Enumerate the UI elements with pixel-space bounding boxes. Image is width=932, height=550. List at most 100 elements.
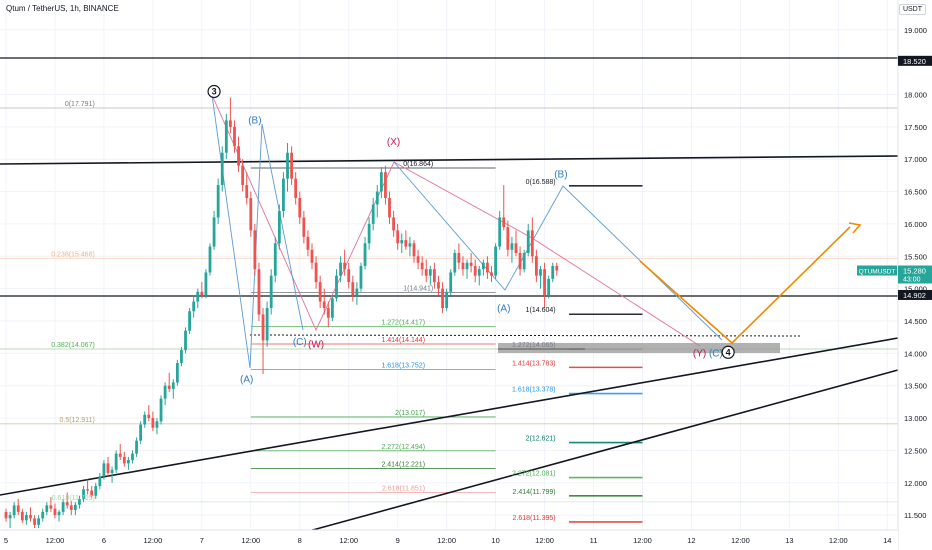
candle-down bbox=[16, 505, 20, 512]
candle-down bbox=[65, 502, 69, 506]
target-zone[interactable] bbox=[498, 343, 780, 353]
candle-down bbox=[290, 152, 293, 179]
candle-down bbox=[486, 262, 489, 273]
time-tick: 12:00 bbox=[339, 536, 358, 545]
candle-down bbox=[437, 282, 440, 289]
candle-down bbox=[29, 515, 32, 519]
candle-down bbox=[310, 249, 314, 263]
price-tick: 12.500 bbox=[904, 446, 927, 455]
candle-down bbox=[4, 511, 8, 519]
fib-label: 2(13.017) bbox=[395, 410, 425, 417]
candle-down bbox=[518, 253, 522, 270]
candle-down bbox=[167, 385, 171, 389]
candle-up bbox=[273, 243, 277, 276]
price-badge-label: 18.520 bbox=[903, 57, 926, 66]
time-ticks: 5 12:00 6 12:00 7 12:00 8 12:00 9 12:00 10 12:00 11 1… bbox=[4, 536, 892, 545]
wave-label: (A) bbox=[497, 303, 510, 314]
wave-label: (Y) bbox=[693, 349, 706, 360]
fib-label: 2(12.621) bbox=[526, 436, 556, 443]
candle-up bbox=[363, 243, 367, 266]
time-tick: 9 bbox=[396, 536, 400, 545]
candle-up bbox=[127, 460, 130, 464]
candle-up bbox=[465, 262, 469, 270]
candle-down bbox=[151, 418, 155, 428]
wave-label: (W) bbox=[308, 340, 324, 351]
candle-down bbox=[53, 508, 57, 516]
support-line-lower[interactable] bbox=[297, 369, 899, 535]
candle-up bbox=[494, 246, 497, 276]
candle-up bbox=[220, 152, 224, 186]
symbol-title[interactable]: Qtum / TetherUS, 1h, BINANCE bbox=[6, 4, 119, 13]
time-tick: 12:00 bbox=[633, 536, 652, 545]
candle-down bbox=[322, 301, 326, 309]
projection-path-orange[interactable] bbox=[639, 226, 851, 345]
candle-down bbox=[473, 265, 477, 276]
candle-down bbox=[253, 230, 257, 270]
candle-down bbox=[306, 236, 310, 250]
candle-down bbox=[555, 265, 559, 271]
candle-down bbox=[392, 217, 395, 231]
time-axis-panel[interactable] bbox=[0, 530, 898, 550]
wave-label: 4 bbox=[726, 347, 731, 357]
price-badge bbox=[898, 265, 932, 284]
price-tick: 16.000 bbox=[904, 220, 927, 229]
wave-label: (C) bbox=[293, 337, 307, 348]
candle-down bbox=[347, 269, 351, 283]
price-ticks: 11.500 12.000 12.500 13.000 13.500 14.000 14.5… bbox=[904, 26, 927, 520]
candle-up bbox=[196, 291, 200, 302]
fib-label: 2.272(12.494) bbox=[381, 444, 425, 451]
candle-up bbox=[408, 243, 412, 247]
candle-down bbox=[233, 126, 236, 147]
candles bbox=[4, 97, 559, 529]
fib-label: 0.618(11.705) bbox=[52, 495, 95, 502]
candle-up bbox=[547, 278, 551, 296]
candle-up bbox=[163, 385, 167, 399]
fib-label: 2.618(11.851) bbox=[382, 485, 425, 492]
candle-up bbox=[375, 191, 379, 205]
candle-up bbox=[204, 272, 208, 296]
candle-down bbox=[424, 269, 428, 276]
resistance-line[interactable] bbox=[0, 155, 899, 165]
candle-up bbox=[212, 217, 216, 247]
fib-label: 2.618(11.395) bbox=[513, 515, 556, 522]
candle-up bbox=[269, 275, 273, 309]
candle-up bbox=[481, 262, 485, 270]
price-tick: 13.000 bbox=[904, 414, 927, 423]
candle-up bbox=[188, 311, 191, 331]
candle-up bbox=[208, 246, 212, 273]
fib-label: 1.414(13.783) bbox=[512, 360, 556, 367]
candle-down bbox=[404, 240, 408, 247]
fib-label: 1.618(13.752) bbox=[381, 362, 425, 369]
candle-up bbox=[82, 489, 85, 499]
candle-up bbox=[224, 120, 228, 153]
candle-up bbox=[449, 272, 453, 292]
price-tick: 11.500 bbox=[904, 511, 926, 520]
candle-down bbox=[237, 146, 240, 166]
candle-up bbox=[114, 453, 118, 470]
time-tick: 12:00 bbox=[535, 536, 554, 545]
candle-up bbox=[57, 511, 61, 516]
candle-down bbox=[514, 243, 518, 254]
fib-label: 1.414(14.144) bbox=[381, 337, 425, 344]
candle-down bbox=[294, 178, 298, 199]
support-line-upper[interactable] bbox=[0, 337, 899, 496]
wave-label: 3 bbox=[212, 86, 217, 96]
fib-label: 1.272(14.417) bbox=[381, 319, 425, 326]
candle-up bbox=[526, 230, 530, 254]
price-badge bbox=[898, 55, 932, 66]
wave-circle bbox=[207, 84, 221, 99]
candle-down bbox=[412, 243, 416, 257]
currency-badge[interactable]: USDT bbox=[898, 4, 926, 15]
candle-down bbox=[326, 308, 330, 318]
candle-down bbox=[396, 230, 400, 244]
candle-down bbox=[147, 414, 151, 419]
candle-down bbox=[245, 185, 249, 199]
candle-up bbox=[180, 350, 183, 364]
candle-down bbox=[118, 453, 122, 457]
candle-up bbox=[135, 440, 138, 454]
price-tick: 17.000 bbox=[904, 155, 927, 164]
candle-down bbox=[506, 227, 510, 250]
